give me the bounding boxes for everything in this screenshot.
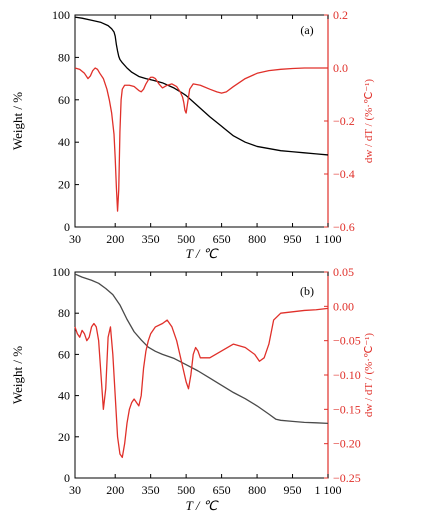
x-tick-label: 30 bbox=[69, 232, 81, 246]
x-axis-label: T / ℃ bbox=[186, 246, 219, 261]
panel-label: (a) bbox=[300, 23, 313, 37]
x-tick-label: 350 bbox=[142, 232, 160, 246]
y-left-axis-label: Weight / % bbox=[10, 92, 25, 150]
x-tick-label: 500 bbox=[177, 232, 195, 246]
y-right-tick-label: −0.10 bbox=[333, 368, 361, 382]
y-left-tick-label: 80 bbox=[58, 50, 70, 64]
x-tick-label: 800 bbox=[248, 483, 266, 497]
x-tick-label: 1 100 bbox=[315, 232, 342, 246]
y-right-tick-label: 0.05 bbox=[333, 265, 354, 279]
x-tick-label: 650 bbox=[213, 483, 231, 497]
y-left-tick-label: 40 bbox=[58, 135, 70, 149]
y-right-tick-label: −0.2 bbox=[333, 114, 355, 128]
y-left-tick-label: 20 bbox=[58, 178, 70, 192]
y-right-tick-label: 0.00 bbox=[333, 299, 354, 313]
x-tick-label: 200 bbox=[106, 483, 124, 497]
y-right-axis-label: dw / dT / (%·℃⁻¹) bbox=[363, 79, 375, 164]
x-tick-label: 950 bbox=[284, 232, 302, 246]
y-right-tick-label: −0.15 bbox=[333, 402, 361, 416]
y-right-tick-label: −0.4 bbox=[333, 167, 355, 181]
y-right-tick-label: −0.05 bbox=[333, 334, 361, 348]
derivative-curve bbox=[74, 67, 328, 212]
y-right-tick-label: −0.25 bbox=[333, 471, 361, 485]
y-right-tick-label: 0.2 bbox=[333, 8, 348, 22]
y-left-tick-label: 80 bbox=[58, 306, 70, 320]
y-left-tick-label: 0 bbox=[64, 471, 70, 485]
x-tick-label: 800 bbox=[248, 232, 266, 246]
y-left-tick-label: 100 bbox=[52, 8, 70, 22]
y-right-tick-label: 0.0 bbox=[333, 61, 348, 75]
y-right-axis-label: dw / dT / (%·℃⁻¹) bbox=[363, 333, 375, 418]
y-left-tick-label: 40 bbox=[58, 389, 70, 403]
y-left-tick-label: 60 bbox=[58, 93, 70, 107]
panel-label: (b) bbox=[300, 284, 314, 298]
chart-panel-b: 30 200 350 500 650 800 950 1 100 0 20 40 60 80 100 −0.… bbox=[10, 265, 375, 513]
y-left-tick-label: 60 bbox=[58, 347, 70, 361]
y-left-tick-label: 100 bbox=[52, 265, 70, 279]
x-tick-label: 650 bbox=[213, 232, 231, 246]
x-tick-label: 1 100 bbox=[315, 483, 342, 497]
y-right-tick-label: −0.20 bbox=[333, 437, 361, 451]
y-left-tick-label: 20 bbox=[58, 430, 70, 444]
plot-frame bbox=[74, 271, 329, 479]
x-tick-label: 950 bbox=[284, 483, 302, 497]
chart-panel-a: 30 200 350 500 650 800 950 1 100 0 20 40 60 80 100 −0.… bbox=[10, 8, 375, 261]
x-tick-label: 200 bbox=[106, 232, 124, 246]
weight-curve bbox=[74, 273, 329, 425]
y-left-tick-label: 0 bbox=[64, 220, 70, 234]
x-axis-label: T / ℃ bbox=[186, 498, 219, 513]
derivative-curve bbox=[74, 307, 329, 459]
x-tick-label: 500 bbox=[177, 483, 195, 497]
y-left-axis-label: Weight / % bbox=[10, 346, 25, 404]
x-tick-label: 350 bbox=[142, 483, 160, 497]
x-tick-label: 30 bbox=[69, 483, 81, 497]
y-right-tick-label: −0.6 bbox=[333, 220, 355, 234]
